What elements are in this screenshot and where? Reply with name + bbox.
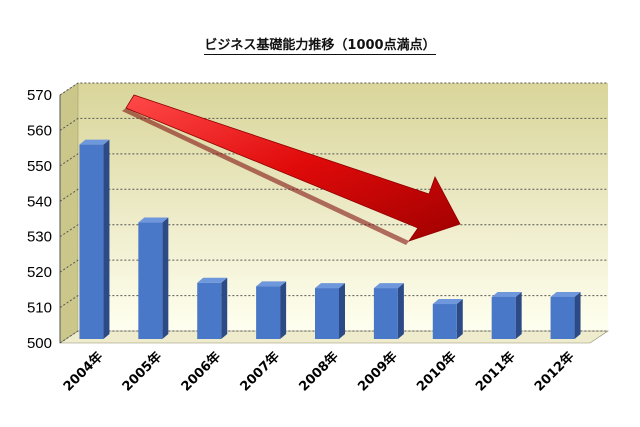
y-tick-labels: 500 510 520 530 540 550 560 570 bbox=[27, 87, 52, 352]
bar-side bbox=[456, 299, 463, 339]
bar-front bbox=[373, 288, 398, 339]
bar bbox=[491, 291, 522, 339]
bar bbox=[138, 217, 169, 339]
bar bbox=[79, 139, 110, 339]
bar-side bbox=[103, 139, 110, 339]
grid-lines bbox=[59, 82, 608, 344]
x-tick-label: 2011年 bbox=[472, 349, 518, 395]
bar bbox=[432, 299, 463, 339]
y-tick-label: 540 bbox=[27, 193, 52, 210]
x-tick-label: 2010年 bbox=[414, 349, 460, 395]
bar bbox=[256, 281, 287, 339]
bar-side bbox=[515, 291, 522, 339]
bar bbox=[550, 291, 581, 339]
bar-top bbox=[138, 217, 169, 223]
y-tick-label: 550 bbox=[27, 158, 52, 175]
bar-top bbox=[197, 277, 228, 283]
bars bbox=[79, 139, 581, 339]
chart-title-text: ビジネス基礎能力推移（1000点満点） bbox=[204, 38, 436, 55]
bar bbox=[197, 277, 228, 339]
bar bbox=[315, 283, 345, 339]
bar-front bbox=[138, 222, 163, 339]
x-tick-labels: 2004年 2005年 2006年 2007年 2008年 2009年 2010年 2011年… bbox=[60, 349, 577, 395]
x-tick-label: 2004年 bbox=[60, 349, 106, 395]
y-tick-label: 570 bbox=[27, 87, 52, 104]
y-tick-label: 500 bbox=[27, 335, 52, 352]
bar-front bbox=[79, 144, 104, 339]
y-tick-label: 530 bbox=[27, 229, 52, 246]
x-tick-label: 2008年 bbox=[296, 349, 342, 395]
chart-title: ビジネス基礎能力推移（1000点満点） bbox=[0, 34, 640, 55]
x-tick-label: 2006年 bbox=[178, 349, 224, 395]
y-tick-label: 520 bbox=[27, 264, 52, 281]
y-tick-label: 510 bbox=[27, 300, 52, 317]
bar-front bbox=[315, 288, 339, 339]
bar-top bbox=[256, 281, 287, 287]
bar-side bbox=[162, 217, 169, 339]
bar-front bbox=[197, 282, 222, 339]
trend-arrow-layer bbox=[122, 94, 461, 245]
bar-top bbox=[373, 283, 404, 289]
bar-side bbox=[397, 283, 404, 339]
x-tick-label: 2012年 bbox=[531, 349, 577, 395]
bar-top bbox=[315, 283, 345, 289]
gridline bbox=[59, 295, 608, 308]
bar-front bbox=[256, 286, 281, 339]
bar-top bbox=[79, 139, 110, 145]
bar-top bbox=[491, 291, 522, 297]
gridline bbox=[59, 188, 608, 202]
x-tick-label: 2009年 bbox=[355, 349, 401, 395]
gridline bbox=[59, 117, 608, 131]
bar-front bbox=[550, 296, 575, 339]
back-wall bbox=[78, 83, 608, 331]
gridline bbox=[59, 259, 608, 273]
bar-side bbox=[280, 281, 287, 339]
trend-arrow bbox=[125, 94, 461, 242]
bar-side bbox=[221, 277, 228, 339]
bar bbox=[373, 283, 404, 339]
y-tick-label: 560 bbox=[27, 122, 52, 139]
bar-front bbox=[491, 296, 516, 339]
gridline bbox=[59, 330, 608, 344]
gridline bbox=[59, 82, 608, 96]
bar-top bbox=[550, 291, 581, 297]
side-wall bbox=[59, 82, 79, 344]
x-tick-label: 2007年 bbox=[237, 349, 283, 395]
bar-top bbox=[432, 299, 463, 305]
trend-arrow-shadow bbox=[122, 108, 409, 245]
x-tick-label: 2005年 bbox=[119, 349, 165, 395]
bar-side bbox=[339, 283, 345, 339]
bar-front bbox=[432, 304, 457, 339]
gridline bbox=[59, 153, 608, 167]
bar-side bbox=[574, 291, 581, 339]
gridline bbox=[59, 224, 608, 238]
